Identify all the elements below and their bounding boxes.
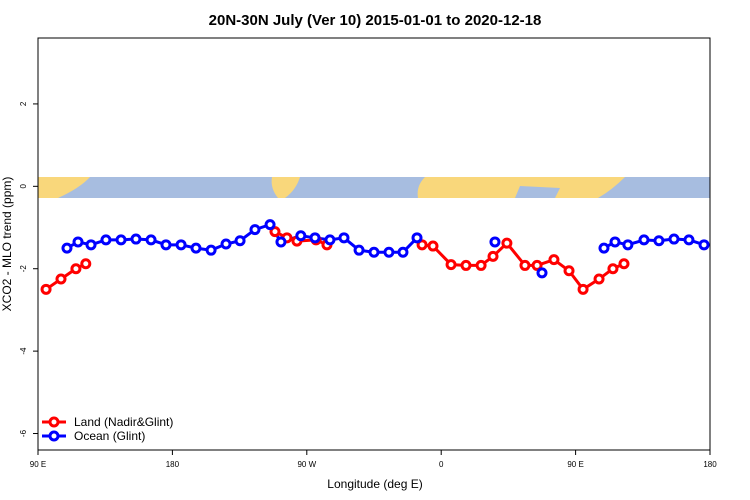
data-point [501,237,513,249]
data-point [653,235,665,247]
data-point [609,236,621,248]
chart-title: 20N-30N July (Ver 10) 2015-01-01 to 2020… [209,12,542,29]
data-point [577,283,589,295]
data-point [70,263,82,275]
data-point [55,273,67,285]
x-tick-label: 90 W [297,460,316,469]
data-point [618,258,630,270]
data-point [72,236,84,248]
data-point [249,224,261,236]
data-point [397,246,409,258]
data-point [698,239,710,251]
data-point [622,239,634,251]
legend-marker [48,416,60,428]
data-point [683,234,695,246]
data-point [519,259,531,271]
data-point [638,234,650,246]
data-point [175,239,187,251]
data-point [295,230,307,242]
data-point [548,254,560,266]
x-tick-label: 90 E [567,460,583,469]
data-point [445,259,457,271]
map-band [38,177,710,198]
y-tick-label: -2 [19,265,28,273]
x-tick-label: 90 E [30,460,46,469]
data-point [598,242,610,254]
data-point [368,246,380,258]
y-tick-label: -6 [19,429,28,437]
data-point [61,242,73,254]
data-point [427,240,439,252]
legend-label: Ocean (Glint) [74,429,145,443]
data-point [324,234,336,246]
data-point [145,234,157,246]
data-point [668,233,680,245]
data-point [475,259,487,271]
data-point [220,238,232,250]
data-point [489,236,501,248]
data-point [531,259,543,271]
data-point [416,239,428,251]
data-point [383,246,395,258]
plot-frame [37,37,711,451]
data-point [190,242,202,254]
x-tick-label: 0 [439,460,444,469]
x-tick-label: 180 [166,460,180,469]
data-point [269,226,281,238]
data-point [353,244,365,256]
data-point [275,236,287,248]
data-point [130,233,142,245]
legend-label: Land (Nadir&Glint) [74,415,173,429]
data-point [309,232,321,244]
data-point [563,265,575,277]
y-tick-label: 0 [19,184,28,189]
x-axis-label: Longitude (deg E) [327,477,422,491]
data-point [593,273,605,285]
data-point [115,234,127,246]
data-point [160,239,172,251]
data-point [264,219,276,231]
data-point [460,259,472,271]
data-point [338,232,350,244]
data-point [205,244,217,256]
data-point [487,250,499,262]
y-tick-label: -4 [19,347,28,355]
data-point [80,258,92,270]
data-point [411,232,423,244]
x-tick-label: 180 [703,460,717,469]
y-tick-label: 2 [19,101,28,106]
data-point [40,283,52,295]
y-axis-label: XCO2 - MLO trend (ppm) [0,177,14,312]
data-point [234,235,246,247]
data-point [536,267,548,279]
legend-marker [48,430,60,442]
data-point [607,263,619,275]
data-point [85,239,97,251]
data-point [100,234,112,246]
